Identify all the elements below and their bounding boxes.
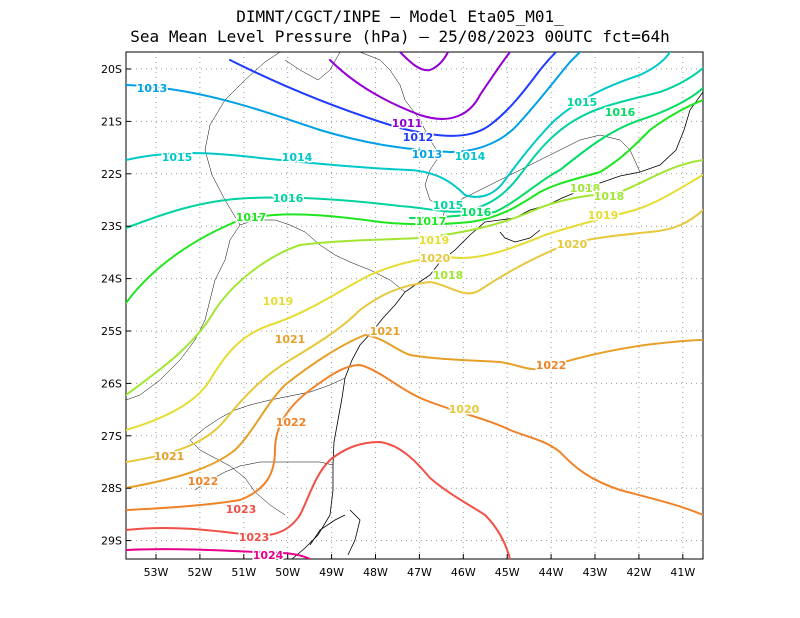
coastline-bay	[499, 229, 541, 243]
coastline-island	[347, 509, 361, 556]
isobar-1012	[229, 52, 557, 137]
isobar-label: 1023	[239, 531, 270, 544]
isobar-1023	[126, 441, 511, 559]
lat-tick-label: 29S	[101, 535, 122, 548]
isobar-1021	[126, 334, 703, 489]
isobar-label: 1017	[416, 215, 447, 228]
isobar-label: 1020	[557, 238, 588, 251]
coastline-layer	[126, 52, 703, 559]
isobar-1013	[126, 52, 581, 153]
lat-tick-label: 25S	[101, 325, 122, 338]
lagoon	[309, 514, 346, 546]
lon-tick-label: 51W	[231, 566, 256, 579]
lon-tick-label: 41W	[670, 566, 695, 579]
isobar-1011b	[399, 52, 449, 72]
isobar-label: 1012	[403, 131, 434, 144]
isobar-label: 1021	[275, 333, 306, 346]
isobar-1020	[126, 209, 703, 463]
isobar-1011	[329, 52, 511, 120]
isobar-1016	[409, 87, 703, 219]
isobar-label: 1021	[154, 450, 185, 463]
lat-tick-label: 23S	[101, 220, 122, 233]
state-border-sc-rs	[194, 461, 334, 491]
national-border	[126, 224, 241, 401]
lon-tick-label: 48W	[363, 566, 388, 579]
lon-tick-label: 44W	[539, 566, 564, 579]
plot-area: 53W 52W 51W 50W 49W 48W 47W 46W 45W 44W 43W 42W 41W …	[101, 51, 704, 579]
longitude-tick-labels: 53W 52W 51W 50W 49W 48W 47W 46W 45W 44W 43W 42W 41W	[144, 554, 695, 579]
lon-tick-label: 52W	[187, 566, 212, 579]
isobar-label: 1015	[433, 199, 464, 212]
coastline	[291, 91, 703, 559]
lat-tick-label: 22S	[101, 168, 122, 181]
lat-tick-label: 28S	[101, 482, 122, 495]
isobar-label: 1023	[226, 503, 257, 516]
lat-tick-label: 20S	[101, 63, 122, 76]
isobar-label: 1019	[263, 295, 294, 308]
isobar-1022	[126, 364, 703, 516]
state-border-sp-mg	[359, 52, 446, 211]
isobar-label: 1016	[273, 192, 304, 205]
lon-tick-label: 45W	[495, 566, 520, 579]
isobar-label: 1018	[594, 190, 625, 203]
isobar-label: 1016	[605, 106, 636, 119]
isobar-label: 1019	[588, 209, 619, 222]
isobar-1015	[126, 67, 703, 229]
isobar-label: 1022	[276, 416, 307, 429]
border-river	[189, 439, 286, 516]
isobar-label: 1016	[461, 206, 492, 219]
isobar-1017	[126, 99, 703, 304]
title-line-2: Sea Mean Level Pressure (hPa) – 25/08/20…	[130, 27, 669, 46]
isobar-label: 1020	[449, 403, 480, 416]
state-border-sp-pr	[239, 219, 406, 293]
isobar-label: 1022	[536, 359, 567, 372]
lon-tick-label: 42W	[626, 566, 651, 579]
isobar-label: 1015	[567, 96, 598, 109]
lat-tick-label: 26S	[101, 377, 122, 390]
isobar-label: 1013	[412, 148, 443, 161]
lon-tick-label: 43W	[583, 566, 608, 579]
isobar-1018	[126, 159, 703, 396]
lat-tick-label: 24S	[101, 273, 122, 286]
isobar-label: 1017	[236, 211, 267, 224]
isobar-1024	[126, 548, 311, 559]
latitude-tick-labels: 20S 21S 22S 23S 24S 25S 26S 27S 28S 29S	[101, 63, 131, 548]
state-border-pr-sc	[189, 377, 346, 441]
lon-tick-label: 50W	[275, 566, 300, 579]
isobar-label: 1018	[570, 182, 601, 195]
lon-tick-label: 47W	[407, 566, 432, 579]
isobar-label: 1022	[188, 475, 219, 488]
lon-tick-label: 46W	[451, 566, 476, 579]
isobar-label: 1021	[370, 325, 401, 338]
isobar-label: 1014	[455, 150, 486, 163]
lat-lon-grid	[126, 52, 703, 559]
lon-tick-label: 49W	[319, 566, 344, 579]
isobar-label: 1024	[253, 549, 284, 562]
isobar-label: 1018	[433, 269, 464, 282]
title-line-1: DIMNT/CGCT/INPE – Model Eta05_M01_	[236, 7, 564, 26]
isobar-1019	[126, 174, 703, 431]
isobar-label: 1015	[162, 151, 193, 164]
lon-tick-label: 53W	[144, 566, 169, 579]
isobar-1014	[126, 52, 671, 198]
isobar-label: 1013	[137, 82, 168, 95]
isobar-label: 1014	[282, 151, 313, 164]
isobar-layer	[126, 52, 703, 559]
lat-tick-label: 27S	[101, 430, 122, 443]
lat-tick-label: 21S	[101, 115, 122, 128]
isobar-label: 1019	[419, 234, 450, 247]
isobar-label: 1020	[420, 252, 451, 265]
isobar-label: 1011	[392, 117, 423, 130]
border-ms-sp	[204, 52, 281, 226]
state-border-mg-rj	[439, 134, 641, 226]
